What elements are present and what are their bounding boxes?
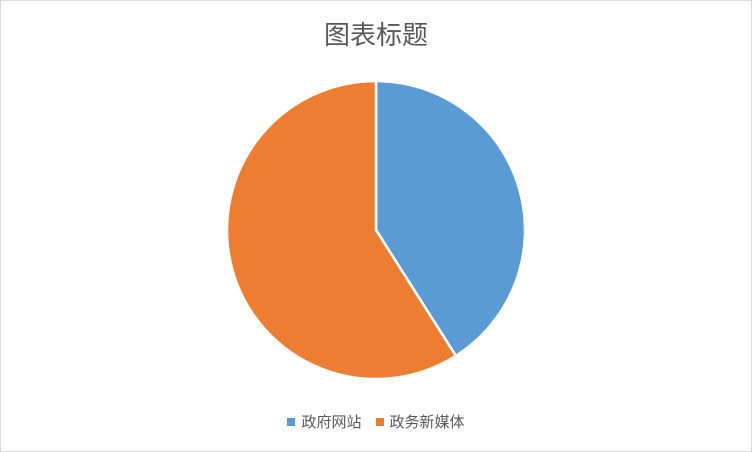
chart-title: 图表标题 [323, 21, 428, 51]
legend-item: 政务新媒体 [375, 411, 465, 432]
legend-label: 政务新媒体 [389, 413, 465, 431]
legend-item: 政府网站 [287, 411, 362, 432]
pie-slice-2 [225, 79, 458, 381]
legend: 政府网站 政务新媒体 [1, 411, 751, 432]
legend-swatch [375, 417, 384, 426]
legend-swatch [287, 417, 296, 426]
legend-label: 政府网站 [301, 413, 362, 431]
